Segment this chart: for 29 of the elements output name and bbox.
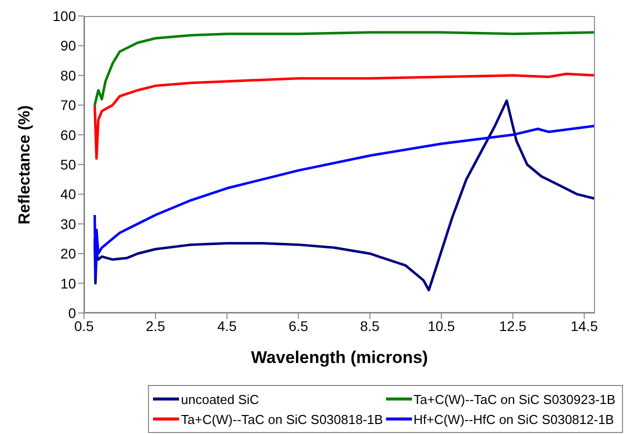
y-tick-label: 0 <box>68 304 76 321</box>
line-series <box>93 124 595 279</box>
x-tick-label: 14.5 <box>570 318 598 334</box>
x-tick-label: 10.5 <box>428 318 456 334</box>
line-series <box>93 99 595 292</box>
x-tick-label: 8.5 <box>360 318 380 334</box>
x-tick-label: 6.5 <box>288 318 308 334</box>
line-series <box>93 31 595 106</box>
y-tick-label: 20 <box>60 246 76 262</box>
x-tick-label: 4.5 <box>217 318 237 334</box>
y-tick-label: 60 <box>60 126 76 143</box>
y-tick-label: 70 <box>60 97 76 114</box>
y-tick-label: 30 <box>60 216 76 232</box>
x-tick-label: 12.5 <box>499 318 527 334</box>
x-tick-label: 0.5 <box>74 318 94 334</box>
x-tick-label: 2.5 <box>146 318 166 334</box>
legend-label: Ta+C(W)--TaC on SiC S030923-1B <box>414 392 616 406</box>
y-tick-label: 80 <box>60 67 76 84</box>
y-tick-label: 90 <box>60 38 76 54</box>
y-tick-label: 50 <box>60 156 76 172</box>
y-tick-label: 10 <box>60 275 76 292</box>
x-axis-title: Wavelength (microns) <box>251 348 428 367</box>
y-axis-title: Reflectance (%) <box>16 105 34 224</box>
y-tick-label: 100 <box>52 8 76 24</box>
legend-label: uncoated SiC <box>181 392 260 406</box>
legend-label: Hf+C(W)--HfC on SiC S030812-1B <box>414 412 614 426</box>
y-tick-label: 40 <box>60 186 76 202</box>
legend-label: Ta+C(W)--TaC on SiC S030818-1B <box>181 412 383 426</box>
line-series <box>93 72 595 160</box>
